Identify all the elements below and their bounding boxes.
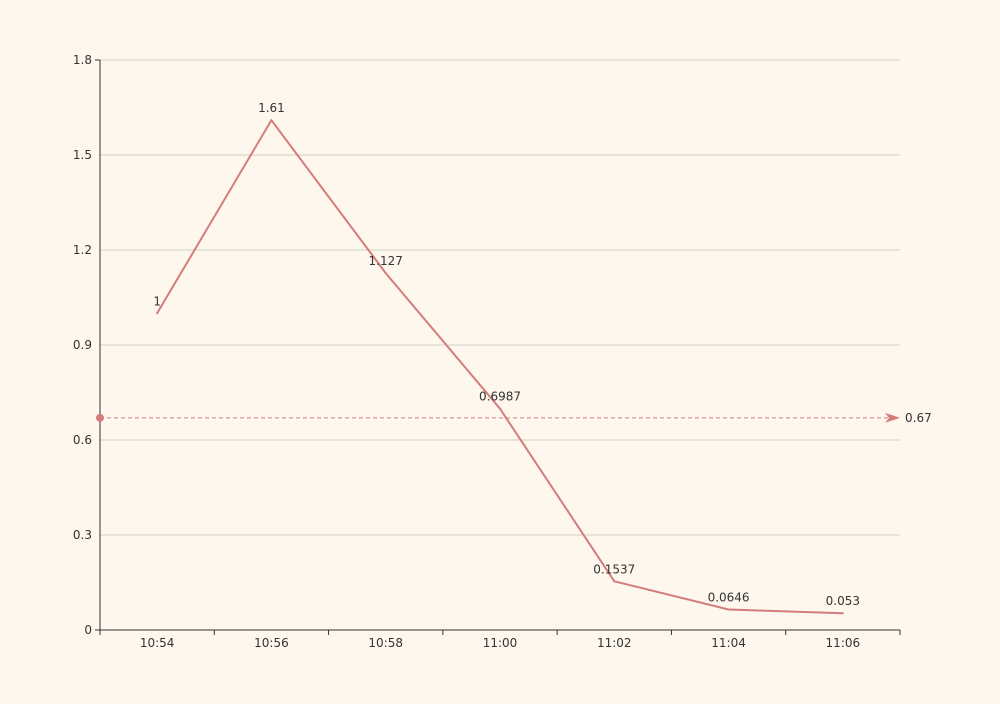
data-label: 0.0646 [708,591,750,605]
series-line [156,119,843,615]
grid-layer [100,59,900,536]
data-point [499,407,501,410]
x-tick-label: 10:58 [368,636,403,650]
data-label: 1.61 [258,101,285,115]
data-label-layer: 1 1.61 1.127 0.6987 0.1537 0.0646 0.053 [153,101,860,608]
y-tick-label: 0.3 [73,528,92,542]
data-label: 1 [153,294,161,308]
y-tick-label: 0.9 [73,338,92,352]
reference-line-arrow [885,412,900,423]
x-tick-label: 11:06 [826,636,861,650]
x-tick-label: 10:54 [140,636,175,650]
x-tick-label: 11:04 [711,636,746,650]
axis-layer: 0 0.3 0.6 0.9 1.2 1.5 1.8 10:54 10:56 10:58 11:00 1… [73,53,901,650]
data-point [384,272,387,275]
data-label: 0.1537 [593,562,635,576]
series-layer [156,119,844,615]
y-tick-label: 1.2 [73,243,92,257]
data-point [613,580,616,583]
data-label: 1.127 [369,254,403,268]
data-label: 0.053 [826,594,860,608]
data-point [156,312,159,315]
y-tick-label: 1.8 [73,53,92,67]
data-point [841,612,844,615]
x-tick-label: 11:02 [597,636,632,650]
reference-line-layer: 0.67 [96,411,932,425]
y-tick-label: 0.6 [73,433,92,447]
y-tick-label: 0 [84,623,92,637]
x-tick-label: 11:00 [483,636,518,650]
data-label: 0.6987 [479,390,521,404]
data-point [270,119,273,122]
y-tick-label: 1.5 [73,148,92,162]
x-tick-label: 10:56 [254,636,289,650]
reference-line-label: 0.67 [905,411,932,425]
data-point [727,608,730,611]
